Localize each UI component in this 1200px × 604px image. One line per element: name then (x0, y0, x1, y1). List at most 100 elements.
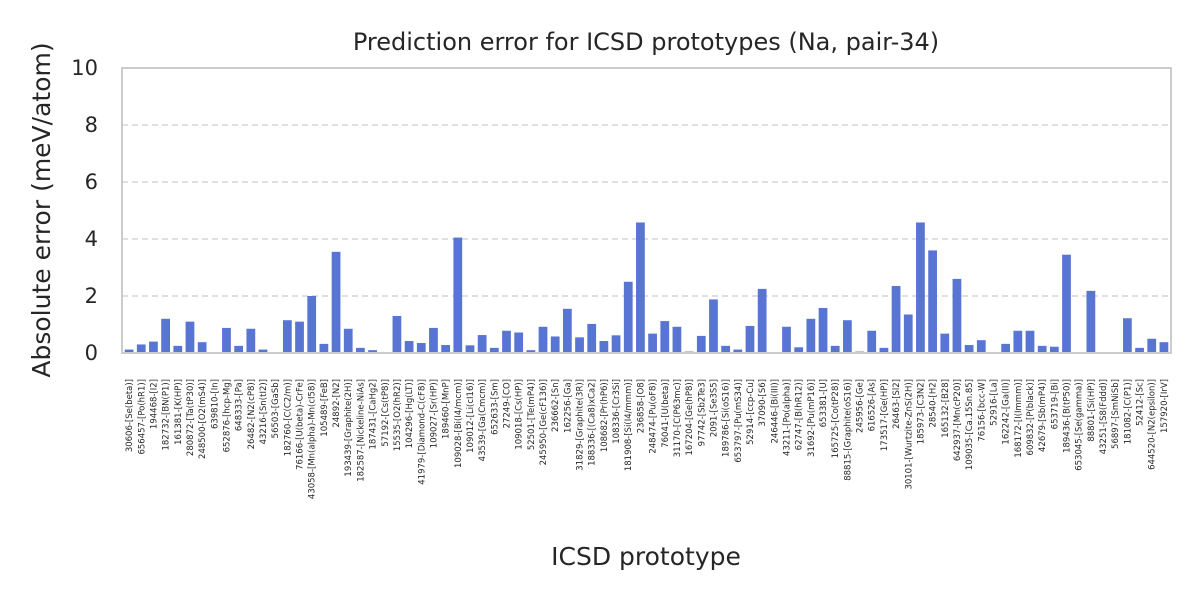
y-tick-labels: 0 2 4 6 8 10 (71, 56, 98, 365)
x-tick-label: 41979-[Diamond-C(cF8)] (417, 379, 427, 485)
y-tick-label: 2 (85, 284, 98, 308)
bar (575, 337, 584, 353)
bar (343, 328, 353, 353)
x-tick-label: 653381-[U] (819, 379, 829, 427)
bar (331, 251, 341, 353)
x-tick-label: 246446-[Bi(III)] (770, 379, 780, 444)
x-tick-label: 52916-[La] (989, 379, 999, 426)
bar (1049, 346, 1059, 353)
y-axis-label: Absolute error (meV/atom) (27, 42, 56, 377)
bar (502, 330, 511, 353)
x-tick-label: 182587-[Nickeline-NiAs] (356, 379, 366, 482)
x-tick-label: 52501-[Te(mP4)] (527, 379, 537, 450)
bar (782, 326, 791, 353)
bar (794, 347, 804, 353)
bar (806, 318, 816, 353)
x-tick-label: 162242-[Ga(II)] (1002, 379, 1012, 445)
x-tick-label: 31829-[Graphite(3R)] (576, 379, 586, 471)
bar (672, 326, 682, 353)
x-tick-label: 642937-[Mn(cP20)] (953, 379, 963, 461)
x-tick-label: 656457-[Po(hR1)] (137, 379, 147, 455)
bar (538, 326, 548, 353)
x-tick-label: 31170-[C(P63mc)] (673, 379, 683, 457)
bar (197, 342, 207, 353)
x-tick-label: 26482-[N2(cP8)] (247, 379, 257, 449)
bar (356, 347, 365, 353)
x-tick-label: 43539-[Ga(Cmcm)] (478, 379, 488, 461)
bar (234, 345, 244, 354)
bar (124, 349, 134, 353)
bar (733, 349, 743, 353)
x-tick-label: 187431-[CaHg2] (369, 379, 379, 450)
bar (550, 336, 560, 353)
x-tick-label: 182732-[BN(P1)] (162, 379, 172, 451)
x-tick-label: 62747-[B(hR12)] (795, 379, 805, 450)
bar (830, 345, 840, 354)
gridlines (122, 124, 1171, 297)
x-tick-label: 189460-[MnP] (442, 379, 452, 439)
bar (258, 349, 268, 353)
chart-title: Prediction error for ICSD prototypes (Na… (353, 28, 939, 56)
x-tick-label: 97742-[Sb2Te3] (697, 379, 707, 446)
x-tick-label: 24892-[N2] (332, 379, 342, 428)
x-tick-label: 104296-[Hg(LT)] (405, 379, 415, 448)
x-tick-label: 167204-[Ge(hP8)] (685, 379, 695, 456)
bar (441, 345, 451, 353)
bar (623, 281, 633, 353)
x-tick-label: 639810-[In] (210, 379, 220, 429)
x-tick-label: 248474-[Pu(oF8)] (649, 379, 659, 454)
x-tick-label: 181082-[C(P1)] (1123, 379, 1133, 444)
x-tick-label: 609832-[P(black)] (1026, 379, 1036, 455)
x-tick-label: 173517-[Ge(HP)] (880, 379, 890, 451)
bar (952, 278, 962, 353)
x-tick-label: 30101-[Wurtzite-ZnS(2H)] (904, 379, 914, 490)
bar (891, 286, 901, 353)
bar (282, 320, 292, 353)
bar (1159, 342, 1169, 353)
x-tick-label: 189786-[Si(oS16)] (722, 379, 732, 457)
y-tick-label: 6 (85, 170, 98, 194)
bar (964, 345, 974, 353)
bar (745, 325, 755, 353)
x-tick-label: 181908-[Si(I4/mmm)] (624, 379, 634, 471)
x-tick-label: 109035-[Ca.15Sn.85] (965, 379, 975, 470)
x-tick-label: 52412-[Sc] (1136, 379, 1146, 426)
bar (757, 288, 767, 354)
x-tick-label: 30606-[Se(beta)] (125, 379, 135, 452)
x-tick-label: 652876-[hcp-Mg] (222, 379, 232, 452)
x-tick-label: 76156-[bcc-W] (977, 379, 987, 442)
x-tick-label: 189436-[B(tP50)] (1063, 379, 1073, 453)
y-tick-label: 0 (85, 341, 98, 365)
bar (477, 335, 487, 353)
x-tick-label: 2091-[Se3S5] (709, 379, 719, 437)
x-tick-label: 15535-[O2(hR2)] (393, 379, 403, 451)
x-axis-label: ICSD prototype (551, 542, 741, 571)
x-tick-label: 76166-[U(beta)-CrFe] (296, 379, 306, 470)
bar (1037, 345, 1047, 354)
bar (295, 321, 304, 353)
x-tick-label: 109028-[Bi(I4/mcm)] (454, 379, 464, 468)
bar (1086, 290, 1096, 353)
x-tick-label: 188336-[(Ca8)xCa2] (588, 379, 598, 466)
bar (843, 320, 852, 353)
x-tick-label: 185973-[C3N2] (916, 379, 926, 444)
x-tick-label: 108682-[Pr(hP6)] (600, 379, 610, 452)
bar (526, 350, 536, 353)
x-tick-label: 644520-[N2(epsilon)] (1148, 379, 1158, 470)
x-tick-label: 43211-[Po(alpha)] (783, 379, 793, 456)
bar (185, 321, 195, 353)
x-tick-label: 109012-[Li(cI16)] (466, 379, 476, 453)
x-tick-label: 182760-[C(C2/m)] (283, 379, 293, 456)
bar (1001, 343, 1011, 353)
x-tick-label: 193439-[Graphite(2H)] (344, 379, 354, 477)
bar (709, 299, 718, 353)
bar (161, 318, 170, 353)
x-tick-label: 653719-[Bi] (1050, 379, 1060, 429)
x-tick-label: 109018-[Cs(HP)] (515, 379, 525, 450)
x-tick-label: 27249-[CO] (502, 379, 512, 428)
x-tick-label: 653797-[Pu(mS34)] (734, 379, 744, 463)
x-tick-label: 43216-[Sn(tI2)] (259, 379, 269, 444)
bar (879, 347, 889, 353)
bar (976, 340, 986, 353)
